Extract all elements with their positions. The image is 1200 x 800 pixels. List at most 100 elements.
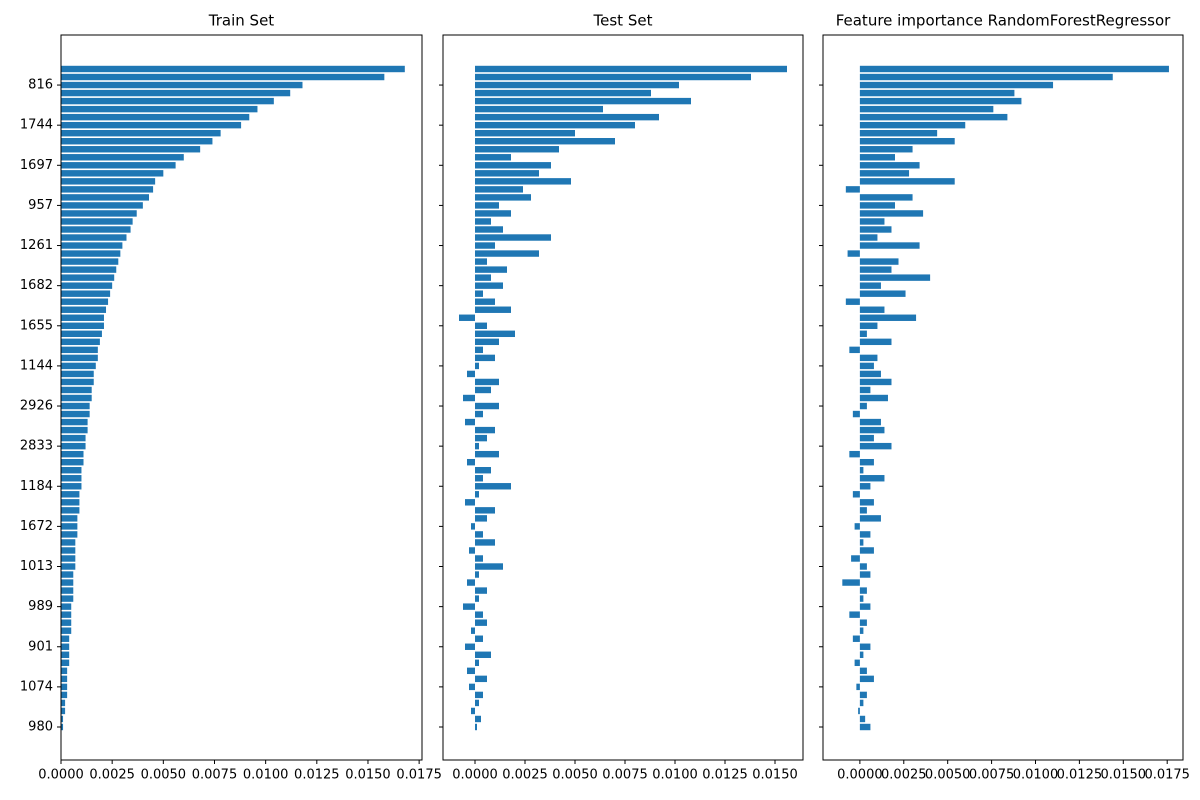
bar	[61, 499, 80, 506]
bar	[61, 507, 80, 514]
bar	[475, 146, 559, 153]
bar	[859, 154, 895, 161]
bar	[475, 274, 491, 281]
bar	[845, 186, 860, 193]
bar	[475, 322, 487, 329]
bar	[61, 226, 131, 233]
bar	[61, 290, 111, 297]
bar	[475, 483, 511, 490]
y-tick-label: 1184	[20, 479, 53, 494]
bar	[61, 603, 72, 610]
bar	[859, 370, 881, 378]
bar	[465, 643, 475, 650]
bar	[859, 547, 874, 554]
bar	[859, 113, 1008, 121]
bar	[475, 402, 499, 410]
bar	[61, 442, 86, 450]
bar	[859, 467, 864, 474]
bar	[859, 675, 874, 683]
bar	[61, 386, 92, 394]
bar	[475, 659, 479, 667]
bar	[61, 483, 82, 490]
bar	[849, 611, 860, 618]
axes-frame	[442, 34, 804, 761]
bar	[859, 194, 913, 201]
bar	[859, 539, 864, 546]
bar	[475, 450, 499, 458]
bar	[475, 426, 495, 434]
chart-title: Train Set	[208, 12, 275, 30]
bar	[61, 539, 76, 546]
bar	[851, 555, 860, 562]
bar	[61, 146, 201, 153]
bar	[859, 330, 867, 338]
bar	[61, 643, 70, 650]
bar	[475, 442, 479, 450]
bar	[61, 81, 303, 89]
bar	[475, 154, 511, 161]
bar	[61, 555, 76, 562]
bar	[475, 491, 479, 498]
bar	[859, 282, 881, 289]
bar	[61, 298, 109, 305]
bar	[61, 691, 68, 699]
bar	[475, 651, 491, 658]
y-tick-label: 816	[28, 78, 53, 93]
bar	[859, 394, 888, 402]
bar	[475, 306, 511, 313]
bar	[859, 314, 917, 321]
bar	[859, 274, 931, 281]
x-tick-label: 0.0000	[38, 768, 84, 783]
bar	[61, 210, 137, 217]
bar	[475, 290, 483, 297]
bar	[859, 362, 874, 370]
bar	[61, 547, 76, 554]
bar	[61, 659, 70, 667]
bar	[859, 138, 955, 145]
bar	[475, 138, 615, 145]
x-tick-label: 0.0025	[502, 768, 548, 783]
y-tick-label: 2926	[20, 399, 53, 414]
bar	[856, 683, 860, 691]
bar	[61, 322, 104, 329]
bar	[61, 467, 82, 474]
x-tick-label: 0.0050	[925, 768, 971, 783]
bar	[61, 611, 72, 618]
bar	[467, 458, 475, 466]
bar	[61, 266, 117, 273]
bar	[859, 81, 1054, 89]
bar	[859, 306, 885, 313]
bar	[61, 683, 68, 691]
bar	[859, 226, 892, 233]
bar	[475, 170, 539, 177]
bar	[61, 370, 94, 378]
bar	[471, 523, 475, 530]
bar	[475, 298, 495, 305]
bar	[859, 458, 874, 466]
bar	[475, 675, 487, 683]
bar	[859, 97, 1022, 105]
bar	[61, 515, 78, 522]
bar	[859, 105, 994, 113]
bar	[852, 410, 860, 418]
bar	[475, 129, 575, 137]
bar	[859, 434, 874, 442]
bar	[475, 715, 481, 723]
bar	[61, 89, 291, 97]
bar	[61, 250, 121, 257]
bar	[859, 715, 866, 723]
bar	[475, 234, 551, 241]
bar	[475, 378, 499, 386]
x-tick-label: 0.0050	[141, 768, 187, 783]
bar	[859, 258, 899, 265]
bar	[61, 635, 70, 642]
bar	[854, 659, 860, 667]
x-tick-label: 0.0150	[1101, 768, 1147, 783]
x-tick-label: 0.0150	[752, 768, 798, 783]
bar	[475, 539, 495, 546]
bar	[475, 81, 679, 89]
bar	[467, 579, 475, 586]
bar	[61, 426, 88, 434]
bar	[465, 499, 475, 506]
bar	[475, 691, 483, 699]
